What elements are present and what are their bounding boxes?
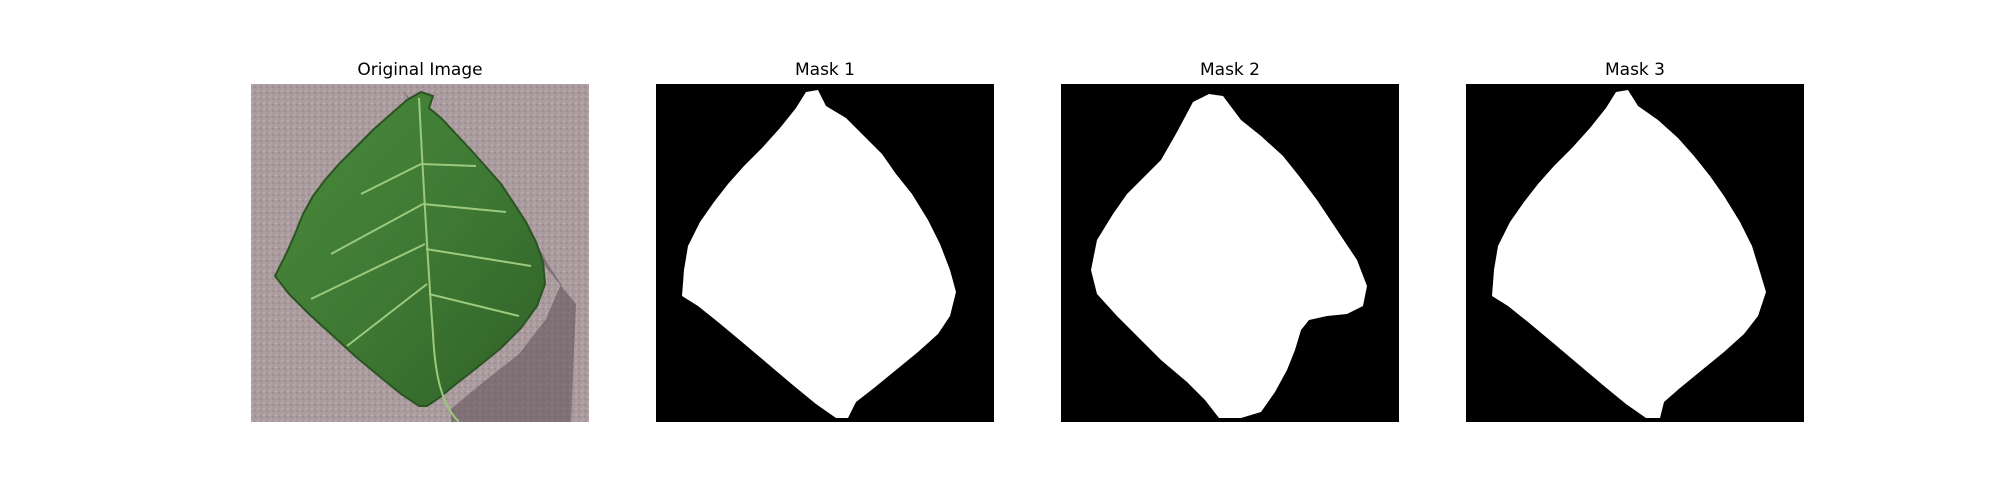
panel-title: Original Image	[357, 60, 483, 80]
leaf-blade	[273, 90, 547, 407]
panel-title: Mask 1	[794, 60, 855, 80]
mask-1-image	[656, 84, 994, 422]
panel-title: Mask 2	[1199, 60, 1260, 80]
mask-foreground	[1492, 90, 1766, 418]
mask-3-image	[1466, 84, 1804, 422]
leaf-veins	[310, 97, 532, 422]
original-leaf-photo	[251, 84, 589, 422]
leaf-shadow	[401, 90, 576, 422]
mask-2-image	[1061, 84, 1399, 422]
mask-foreground	[1091, 94, 1367, 418]
panel-title: Mask 3	[1604, 60, 1665, 80]
mask-foreground	[682, 90, 956, 418]
